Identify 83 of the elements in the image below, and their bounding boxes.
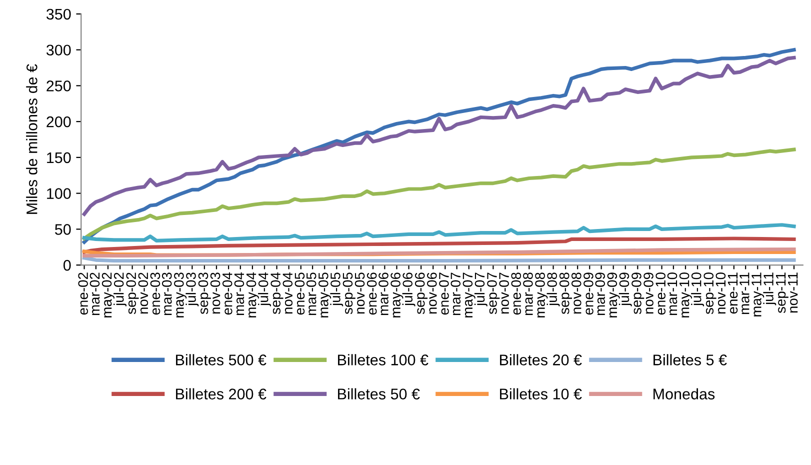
line-series [82, 223, 796, 242]
x-tick-label: nov-07 [499, 272, 509, 314]
x-tick-label: jul-07 [474, 272, 488, 306]
x-tick-label: sep-09 [632, 272, 644, 314]
x-tick-label: jul-03 [186, 272, 199, 306]
y-tick-label: 250 [46, 80, 71, 92]
x-tick-label: may-07 [462, 272, 476, 318]
x-tick-label: nov-02 [138, 272, 148, 314]
x-tick-label: jul-04 [258, 272, 271, 306]
legend-label: Monedas [654, 388, 715, 400]
y-tick-label: 50 [54, 224, 71, 235]
x-tick-label: may-11 [752, 272, 764, 316]
y-tick-label: 150 [47, 152, 71, 164]
y-tick-label: 100 [47, 188, 71, 199]
x-tick-label: ene-06 [366, 272, 377, 315]
x-tick-label: nov-05 [354, 272, 365, 314]
legend-label: Billetes 500 € [176, 354, 266, 366]
x-tick-label: nov-11 [788, 272, 798, 313]
x-tick-label: sep-03 [198, 272, 211, 314]
x-tick-label: mar-08 [523, 272, 533, 316]
x-tick-label: may-02 [102, 272, 114, 318]
legend-label: Billetes 5 € [654, 354, 727, 366]
x-tick-label: jul-02 [114, 272, 127, 306]
legend-label: Billetes 200 € [176, 388, 266, 400]
legend-label: Billetes 10 € [500, 388, 582, 400]
x-tick-label: mar-09 [595, 272, 606, 316]
x-tick-label: mar-07 [450, 272, 461, 316]
x-tick-label: nov-03 [210, 272, 220, 314]
x-tick-label: ene-02 [78, 272, 88, 315]
x-tick-label: jul-10 [691, 272, 704, 306]
x-tick-label: mar-03 [162, 272, 172, 316]
legend-label: Billetes 20 € [500, 354, 582, 366]
x-tick-label: mar-02 [90, 272, 100, 316]
x-tick-label: may-04 [246, 272, 259, 318]
x-tick-label: may-05 [318, 272, 332, 318]
x-tick-label: ene-03 [150, 272, 160, 315]
line-series [82, 48, 796, 244]
x-tick-label: ene-04 [222, 272, 232, 315]
x-tick-label: nov-09 [644, 272, 654, 314]
x-tick-label: mar-10 [667, 272, 678, 316]
y-tick-label: 350 [46, 8, 71, 20]
x-tick-label: sep-05 [342, 272, 356, 314]
line-series [82, 56, 796, 216]
x-tick-label: jul-08 [546, 272, 560, 306]
x-tick-label: ene-08 [511, 272, 522, 315]
legend-label: Billetes 100 € [338, 354, 428, 366]
line-series [82, 236, 796, 254]
y-tick-label: 0 [63, 260, 71, 271]
x-tick-label: mar-04 [234, 272, 244, 316]
x-tick-label: ene-11 [728, 272, 738, 314]
x-tick-label: may-09 [607, 272, 620, 318]
x-tick-label: jul-09 [618, 272, 632, 306]
x-tick-label: ene-05 [294, 272, 305, 315]
x-tick-label: may-06 [390, 272, 404, 318]
x-tick-label: jul-06 [402, 272, 416, 306]
line-series [82, 247, 796, 258]
x-tick-label: nov-04 [282, 272, 293, 314]
x-tick-label: sep-04 [270, 272, 284, 314]
x-tick-label: mar-06 [378, 272, 388, 316]
y-tick-label: 300 [46, 44, 71, 56]
x-tick-label: nov-10 [716, 272, 726, 314]
x-tick-label: ene-07 [439, 272, 449, 315]
legend-label: Billetes 50 € [338, 388, 420, 400]
x-tick-label: sep-06 [414, 272, 428, 314]
x-tick-label: may-08 [535, 272, 548, 318]
x-tick-label: ene-09 [584, 272, 594, 315]
x-tick-label: sep-02 [126, 272, 139, 314]
x-tick-label: jul-11 [763, 272, 776, 306]
x-tick-label: nov-06 [426, 272, 437, 314]
line-series [82, 148, 796, 240]
x-tick-label: may-03 [174, 272, 187, 318]
x-tick-label: nov-08 [571, 272, 582, 314]
x-tick-label: may-10 [679, 272, 692, 318]
x-tick-label: mar-11 [740, 272, 750, 314]
x-tick-label: ene-10 [656, 272, 666, 315]
x-tick-label: sep-11 [776, 272, 788, 314]
x-tick-label: jul-05 [330, 272, 344, 306]
y-axis-title: Miles de millones de € [26, 64, 38, 214]
x-tick-label: sep-07 [487, 272, 500, 314]
x-tick-label: sep-10 [704, 272, 716, 314]
x-tick-label: mar-05 [306, 272, 316, 316]
y-tick-label: 200 [46, 116, 71, 128]
x-tick-label: sep-08 [559, 272, 572, 314]
